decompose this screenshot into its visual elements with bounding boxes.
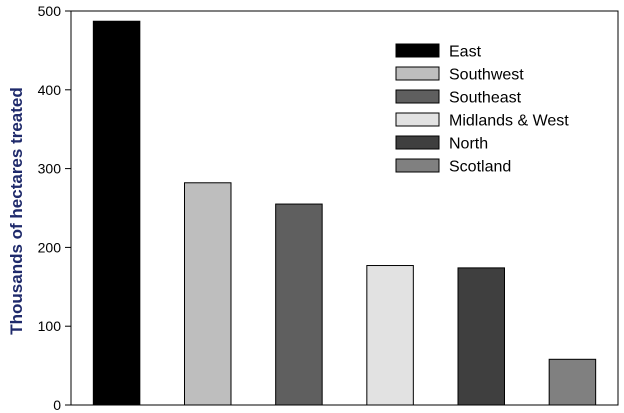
y-axis-label: Thousands of hectares treated bbox=[7, 87, 26, 335]
bar-southeast bbox=[275, 203, 323, 406]
legend-swatch bbox=[395, 43, 440, 58]
bar-east bbox=[92, 20, 141, 406]
y-tick-label: 200 bbox=[38, 239, 62, 255]
y-axis: 0 100 200 300 400 500 bbox=[38, 3, 71, 413]
bar-southwest bbox=[184, 182, 232, 406]
bar-midlands-west bbox=[366, 265, 414, 406]
legend-label: Southwest bbox=[449, 67, 524, 84]
plot-frame bbox=[70, 10, 619, 406]
legend-label: Scotland bbox=[449, 159, 511, 176]
bars bbox=[92, 20, 597, 406]
y-tick-label: 0 bbox=[53, 397, 61, 413]
y-tick-label: 500 bbox=[38, 3, 62, 19]
legend-swatch bbox=[395, 66, 440, 81]
legend-label: Southeast bbox=[449, 90, 522, 107]
legend-swatch bbox=[395, 135, 440, 150]
y-tick-label: 100 bbox=[38, 318, 62, 334]
legend-swatch bbox=[395, 158, 440, 173]
y-tick-label: 400 bbox=[38, 82, 62, 98]
legend-swatch bbox=[395, 112, 440, 127]
legend-label: East bbox=[449, 44, 482, 61]
legend-label: Midlands & West bbox=[449, 113, 569, 130]
bar-scotland bbox=[548, 358, 597, 406]
legend: East Southwest Southeast Midlands & West Nor… bbox=[395, 43, 569, 176]
y-tick-label: 300 bbox=[38, 161, 62, 177]
legend-swatch bbox=[395, 89, 440, 104]
legend-label: North bbox=[449, 136, 488, 153]
bar-north bbox=[457, 267, 505, 406]
